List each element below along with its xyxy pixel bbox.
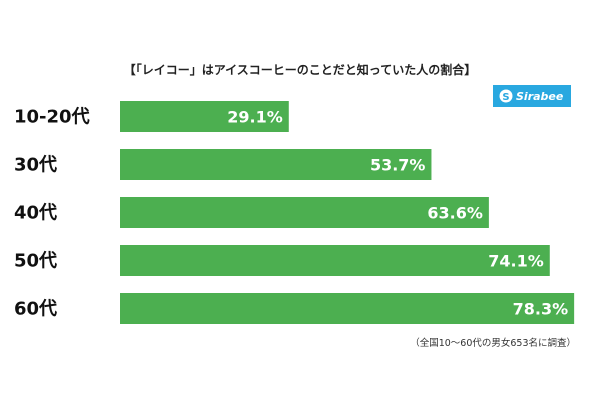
logo-text: Sirabee xyxy=(516,90,564,103)
category-label: 40代 xyxy=(14,203,57,224)
category-label: 50代 xyxy=(14,251,57,272)
category-label: 10-20代 xyxy=(14,107,90,128)
value-label: 74.1% xyxy=(488,252,544,271)
bars-group: 10-20代 29.1% 30代 53.7% 40代 63.6% 50代 74.1% 60代 78… xyxy=(14,101,575,324)
bar xyxy=(120,149,432,180)
bar xyxy=(120,101,289,132)
value-label: 29.1% xyxy=(227,108,283,127)
bar xyxy=(120,293,575,324)
value-label: 78.3% xyxy=(513,300,569,319)
bar xyxy=(120,245,550,276)
category-label: 60代 xyxy=(14,299,57,320)
value-label: 63.6% xyxy=(427,204,483,223)
category-label: 30代 xyxy=(14,155,57,176)
bar xyxy=(120,197,489,228)
chart-title: 【「レイコー」はアイスコーヒーのことだと知っていた人の割合】 xyxy=(124,62,476,77)
survey-note: （全国10～60代の男女653名に調査） xyxy=(410,337,576,349)
value-label: 53.7% xyxy=(370,156,426,175)
sirabee-logo: S Sirabee xyxy=(493,85,571,107)
svg-text:S: S xyxy=(502,92,509,103)
